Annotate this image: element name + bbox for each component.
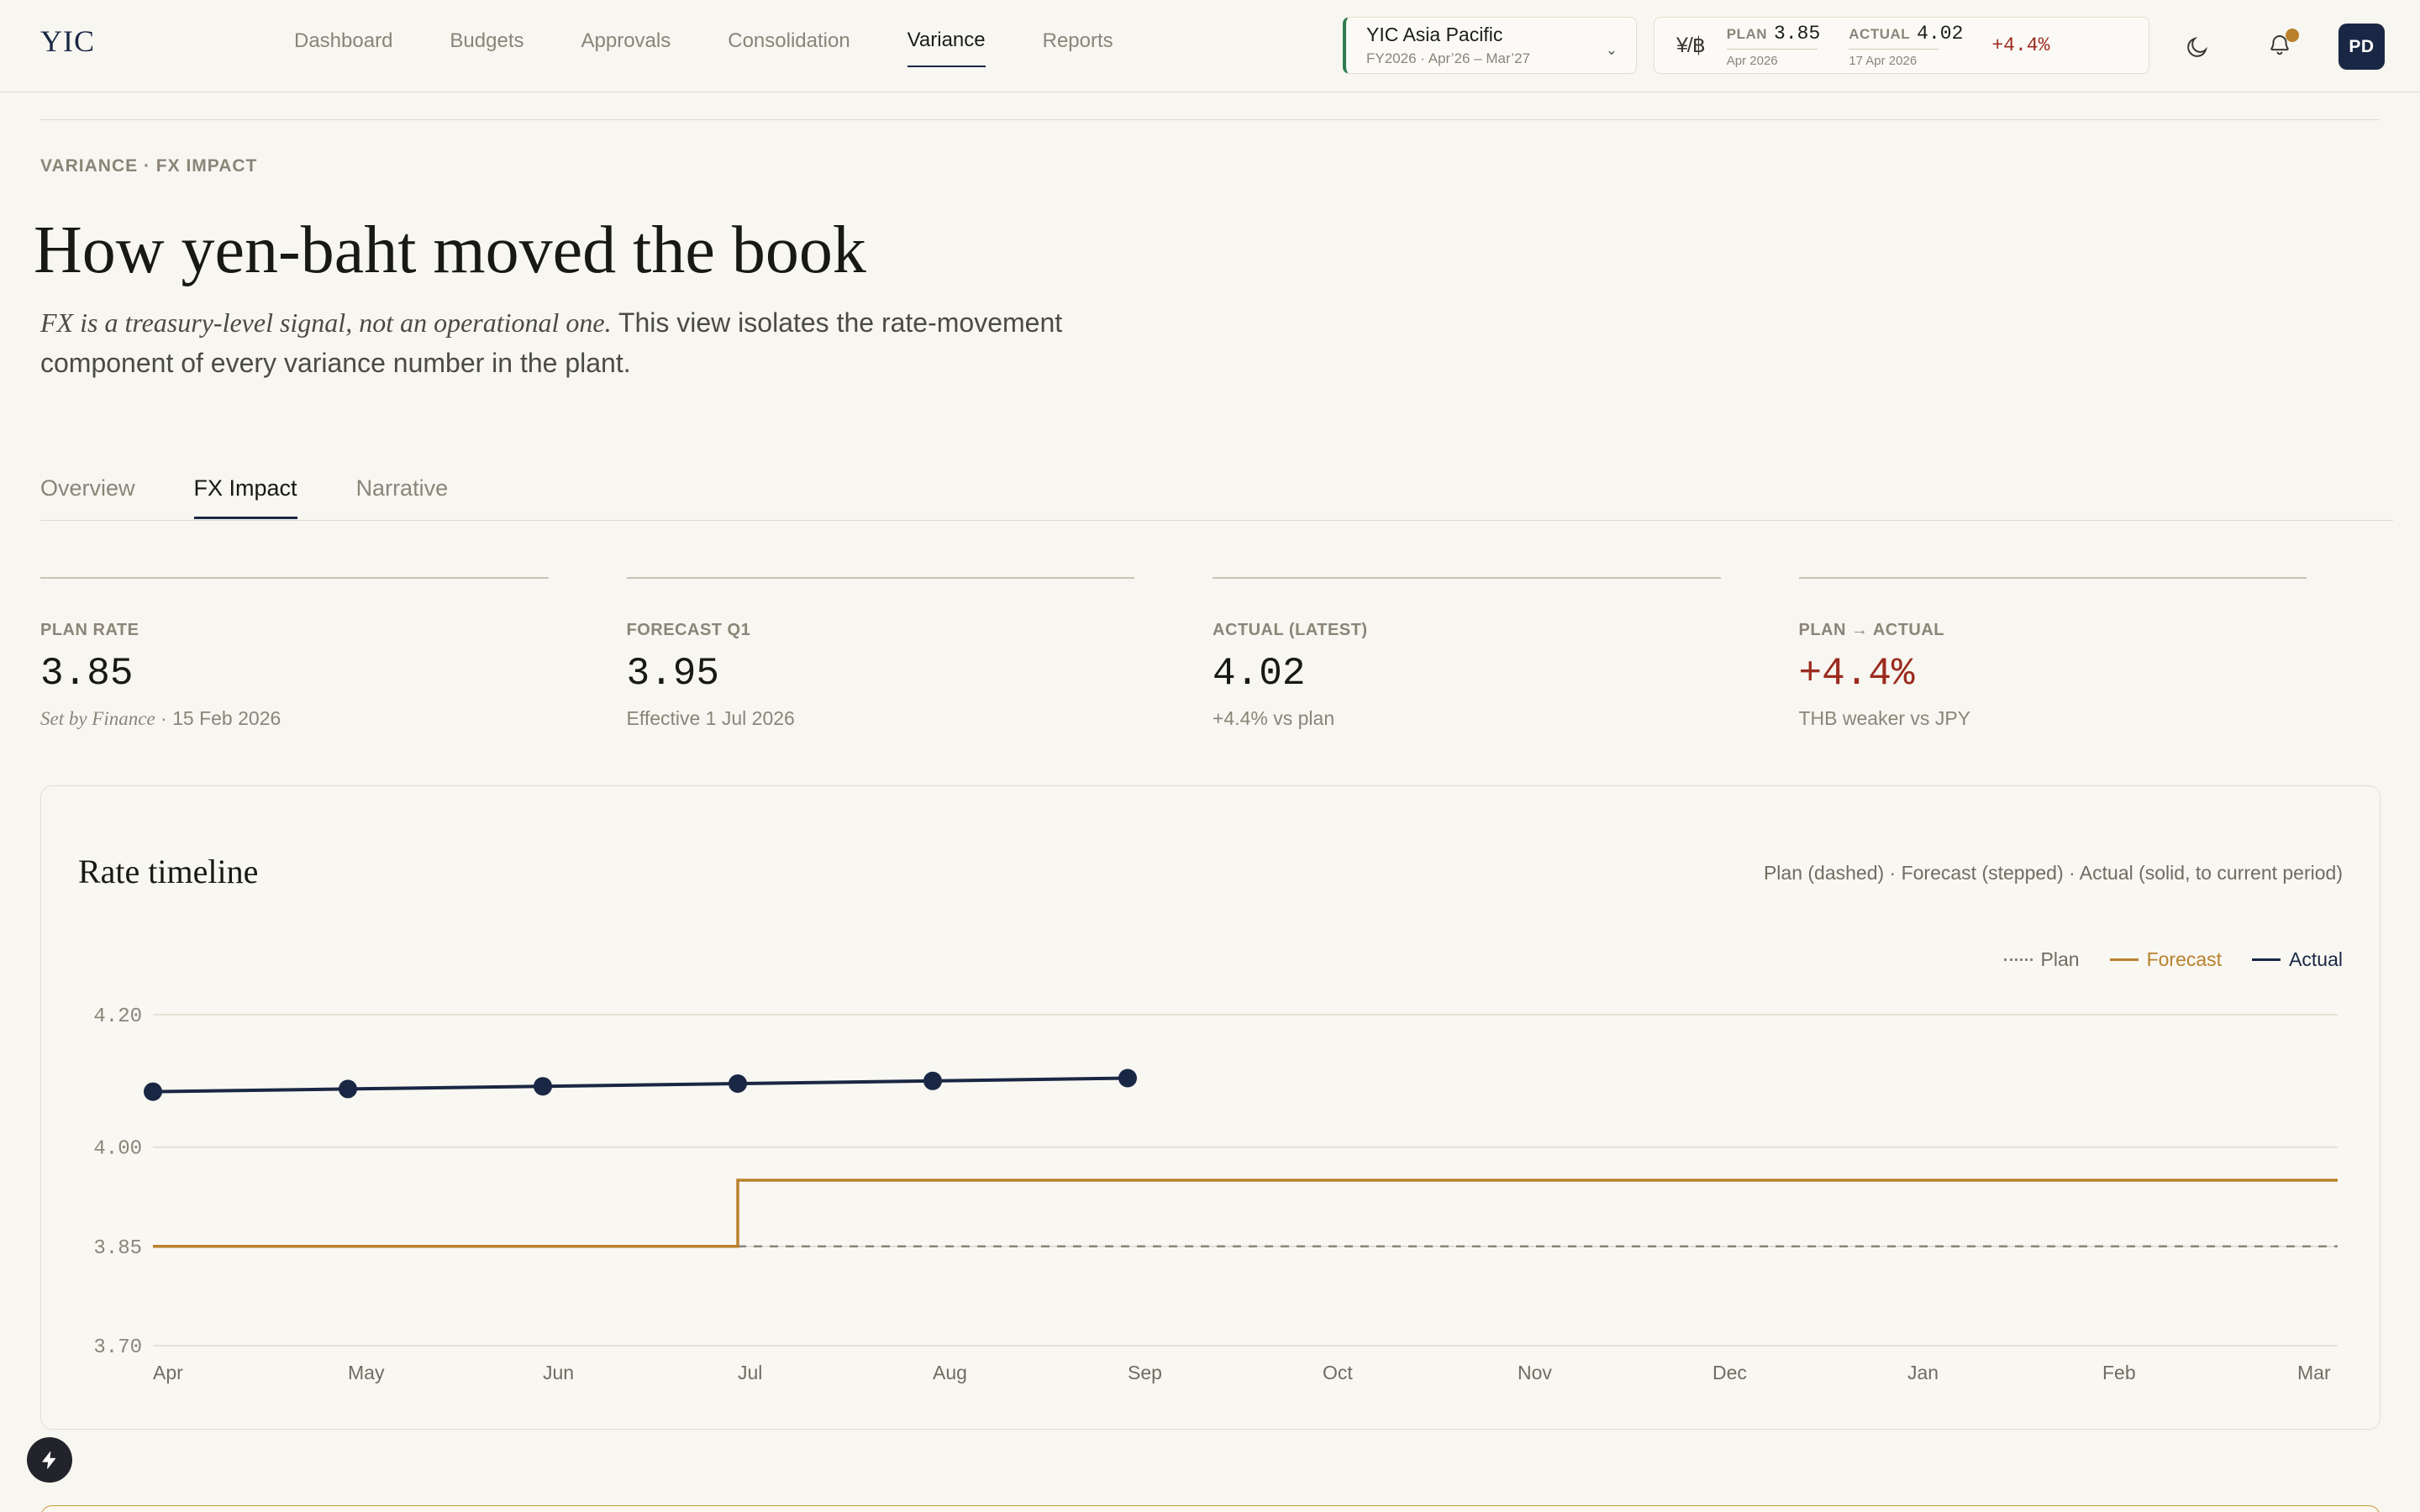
svg-text:3.85: 3.85 [93, 1237, 142, 1260]
svg-text:Nov: Nov [1518, 1362, 1552, 1383]
svg-text:Aug: Aug [933, 1362, 967, 1383]
svg-text:May: May [348, 1362, 385, 1383]
svg-text:Mar: Mar [2297, 1362, 2331, 1383]
svg-text:Sep: Sep [1128, 1362, 1162, 1383]
svg-text:4.00: 4.00 [93, 1138, 142, 1161]
svg-text:Oct: Oct [1323, 1362, 1353, 1383]
svg-text:Apr: Apr [153, 1362, 183, 1383]
svg-text:4.20: 4.20 [93, 1005, 142, 1028]
svg-text:Dec: Dec [1712, 1362, 1747, 1383]
svg-text:Feb: Feb [2102, 1362, 2136, 1383]
svg-text:3.70: 3.70 [93, 1336, 142, 1359]
svg-text:Jul: Jul [738, 1362, 762, 1383]
svg-text:Jan: Jan [1907, 1362, 1939, 1383]
svg-text:Jun: Jun [543, 1362, 574, 1383]
